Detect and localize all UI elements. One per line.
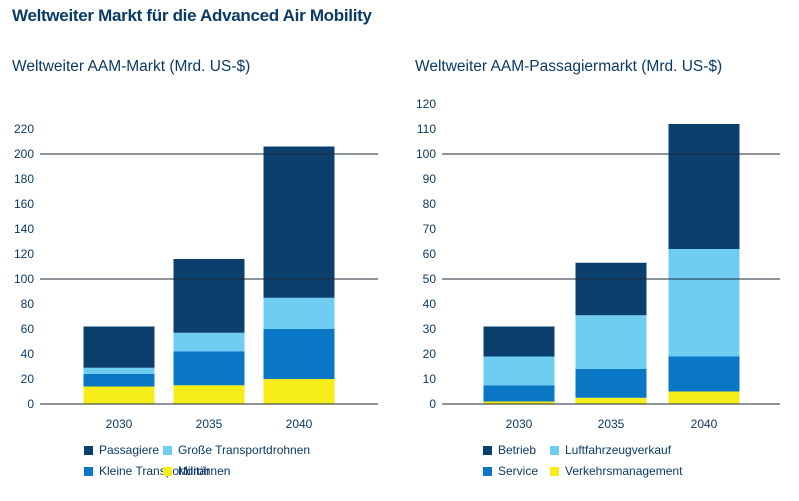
bar-passenger-2035-luftfahrzeugverkauf <box>575 315 647 369</box>
chart-title-aam-passenger-market: Weltweiter AAM-Passagiermarkt (Mrd. US-$… <box>415 58 723 75</box>
legend-item-service: Service <box>483 464 538 478</box>
legend-label: Verkehrsmanagement <box>565 464 683 478</box>
y-tick-label-market-100: 100 <box>14 272 34 286</box>
y-tick-label-market-60: 60 <box>21 322 35 336</box>
bar-market-2030-kleine-transportdrohnen <box>83 374 155 387</box>
y-tick-label-market-40: 40 <box>21 347 35 361</box>
chart-title-aam-market: Weltweiter AAM-Markt (Mrd. US-$) <box>12 58 251 75</box>
legend-item-milit-r: Militär <box>163 464 210 478</box>
bar-market-2030-passagiere <box>83 326 155 368</box>
y-tick-label-passenger-120: 120 <box>416 97 436 111</box>
legend-label: Passagiere <box>99 443 160 457</box>
y-tick-label-passenger-70: 70 <box>423 222 437 236</box>
bar-passenger-2035-betrieb <box>575 262 647 316</box>
bar-passenger-2035-verkehrsmanagement <box>575 397 647 404</box>
y-tick-label-market-160: 160 <box>14 197 34 211</box>
legend-label: Große Transportdrohnen <box>178 443 311 457</box>
legend-swatch <box>483 445 492 455</box>
legend-swatch <box>84 445 93 455</box>
legend-label: Militär <box>178 464 210 478</box>
bar-passenger-2040-luftfahrzeugverkauf <box>668 249 740 357</box>
legend-item-passagiere: Passagiere <box>84 443 159 457</box>
y-tick-label-passenger-0: 0 <box>429 397 436 411</box>
bar-market-2030-gro-e-transportdrohnen <box>83 367 155 374</box>
y-tick-label-passenger-60: 60 <box>423 247 437 261</box>
y-tick-label-passenger-40: 40 <box>423 297 437 311</box>
legend-swatch <box>84 466 93 476</box>
y-tick-label-passenger-50: 50 <box>423 272 437 286</box>
bar-passenger-2040-betrieb <box>668 124 740 249</box>
page-title: Weltweiter Markt für die Advanced Air Mo… <box>12 6 372 25</box>
bar-passenger-2030-service <box>483 385 555 402</box>
bar-passenger-2035-service <box>575 369 647 398</box>
bar-passenger-2040-service <box>668 356 740 392</box>
bar-market-2035-kleine-transportdrohnen <box>173 351 245 386</box>
legend-swatch <box>163 445 172 455</box>
bar-passenger-2030-betrieb <box>483 326 555 357</box>
bar-market-2030-milit-r <box>83 386 155 404</box>
x-tick-label-market-2035: 2035 <box>196 417 223 431</box>
legend-item-luftfahrzeugverkauf: Luftfahrzeugverkauf <box>550 443 671 457</box>
y-tick-label-market-200: 200 <box>14 147 34 161</box>
y-tick-label-market-80: 80 <box>21 297 35 311</box>
y-tick-label-passenger-10: 10 <box>423 372 437 386</box>
bar-market-2035-milit-r <box>173 385 245 404</box>
y-tick-label-passenger-90: 90 <box>423 172 437 186</box>
y-tick-label-passenger-80: 80 <box>423 197 437 211</box>
bar-passenger-2030-luftfahrzeugverkauf <box>483 356 555 386</box>
bar-passenger-2040-verkehrsmanagement <box>668 391 740 404</box>
y-tick-label-market-140: 140 <box>14 222 34 236</box>
legend-swatch <box>550 466 559 476</box>
y-tick-label-market-120: 120 <box>14 247 34 261</box>
legend-swatch <box>550 445 559 455</box>
legend-item-verkehrsmanagement: Verkehrsmanagement <box>550 464 682 478</box>
x-tick-label-passenger-2035: 2035 <box>598 417 625 431</box>
legend-label: Service <box>498 464 539 478</box>
x-tick-label-passenger-2030: 2030 <box>506 417 533 431</box>
y-tick-label-passenger-110: 110 <box>417 122 436 136</box>
y-tick-label-market-220: 220 <box>14 122 34 136</box>
bar-market-2040-gro-e-transportdrohnen <box>263 297 335 329</box>
bar-market-2040-kleine-transportdrohnen <box>263 329 335 379</box>
x-tick-label-market-2040: 2040 <box>286 417 313 431</box>
y-tick-label-market-0: 0 <box>27 397 34 411</box>
bar-passenger-2030-verkehrsmanagement <box>483 401 555 404</box>
x-tick-label-market-2030: 2030 <box>106 417 133 431</box>
y-tick-label-market-180: 180 <box>14 172 34 186</box>
x-tick-label-passenger-2040: 2040 <box>691 417 718 431</box>
legend-label: Luftfahrzeugverkauf <box>565 443 672 457</box>
y-tick-label-passenger-20: 20 <box>423 347 437 361</box>
y-tick-label-market-20: 20 <box>21 372 35 386</box>
legend-item-betrieb: Betrieb <box>483 443 536 457</box>
bar-market-2040-passagiere <box>263 146 335 298</box>
bar-market-2040-milit-r <box>263 379 335 404</box>
y-tick-label-passenger-30: 30 <box>423 322 437 336</box>
bar-market-2035-gro-e-transportdrohnen <box>173 332 245 352</box>
legend-item-gro-e-transportdrohnen: Große Transportdrohnen <box>163 443 310 457</box>
bar-market-2035-passagiere <box>173 259 245 333</box>
legend-swatch <box>163 466 172 476</box>
legend-label: Betrieb <box>498 443 537 457</box>
y-tick-label-passenger-100: 100 <box>416 147 436 161</box>
legend-swatch <box>483 466 492 476</box>
